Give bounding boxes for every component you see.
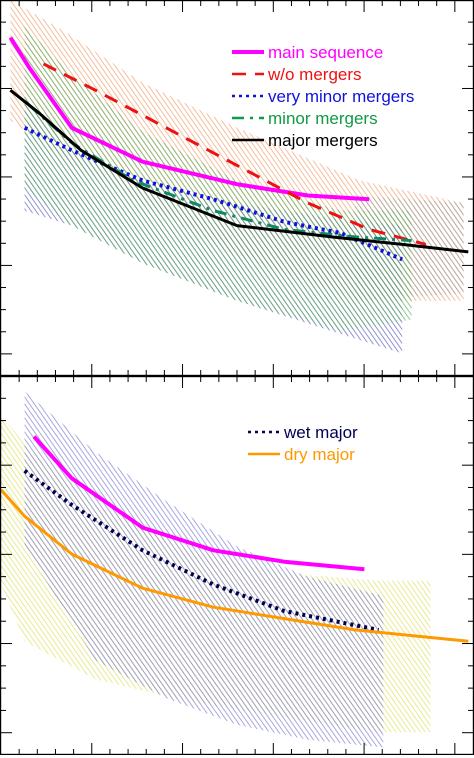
bottom-panel: wet major dry major (0, 376, 474, 755)
legend-label-0: main sequence (268, 43, 383, 62)
plot-area (8, 1, 469, 354)
legend-label-4: major mergers (268, 131, 378, 150)
series-line-4 (9, 89, 469, 254)
legend-label-2: very minor mergers (268, 87, 414, 106)
series-line-0 (32, 435, 365, 572)
scatter-band-1 (24, 391, 384, 748)
legend-label-3: minor mergers (268, 109, 378, 128)
legend-label-0: wet major (283, 423, 358, 442)
axis-ticks (0, 376, 474, 755)
series-line-0 (8, 36, 370, 202)
series-line-2 (1, 488, 469, 643)
legend: wet major dry major (248, 423, 358, 464)
top-panel: main sequence w/o mergers very minor merge… (0, 0, 474, 376)
axis-ticks (0, 0, 474, 376)
legend-label-1: dry major (284, 445, 355, 464)
legend: main sequence w/o mergers very minor merge… (232, 43, 414, 150)
legend-label-1: w/o mergers (267, 65, 362, 84)
series-line-1 (42, 62, 427, 246)
plot-area (1, 391, 469, 748)
